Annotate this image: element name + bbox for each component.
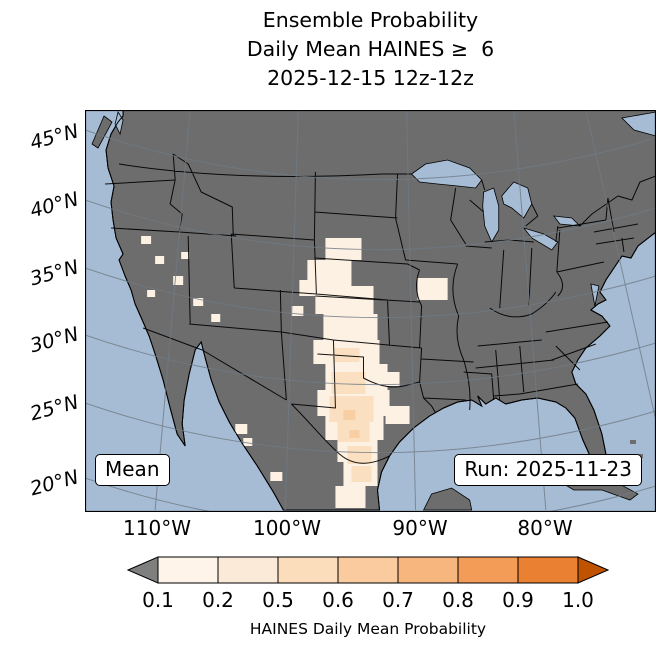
run-annotation-label: Run: 2025-11-23 (464, 457, 632, 481)
lon-tick-110w: 110°W (123, 516, 191, 540)
lat-tick-25n: 25°N (27, 390, 81, 426)
lake-erie (522, 227, 559, 251)
colorbar (127, 556, 609, 584)
map-axes: Mean Run: 2025-11-23 (85, 110, 656, 512)
lat-tick-35n: 35°N (27, 255, 81, 291)
colorbar-tick-0.9: 0.9 (502, 588, 534, 612)
run-annotation-box: Run: 2025-11-23 (454, 454, 642, 486)
great-lakes (114, 110, 656, 307)
colorbar-tick-0.8: 0.8 (442, 588, 474, 612)
map-canvas (85, 110, 656, 512)
state-borders (105, 153, 656, 464)
chesapeake-bay (590, 283, 600, 307)
probability-fill-high (343, 410, 360, 438)
colorbar-axis-label: HAINES Daily Mean Probability (249, 620, 487, 638)
colorbar-cell-4 (337, 556, 399, 584)
lat-tick-40n: 40°N (27, 187, 81, 223)
lake-superior (410, 159, 483, 189)
plot-title: Ensemble Probability Daily Mean HAINES ≥… (85, 6, 656, 93)
lat-tick-30n: 30°N (27, 322, 81, 358)
yucatan-peninsula (422, 487, 473, 511)
mean-annotation-label: Mean (105, 457, 160, 481)
colorbar-cell-5 (397, 556, 459, 584)
colorbar-under-arrow (127, 556, 159, 584)
title-line-2: Daily Mean HAINES ≥ 6 (246, 37, 495, 61)
colorbar-tick-0.7: 0.7 (382, 588, 414, 612)
lat-tick-20n: 20°N (27, 465, 81, 501)
mean-annotation-box: Mean (95, 454, 170, 486)
vancouver-island (91, 115, 113, 149)
title-line-1: Ensemble Probability (262, 8, 479, 32)
colorbar-tick-0.6: 0.6 (322, 588, 354, 612)
axes-frame (85, 110, 656, 512)
graticule-gridlines (85, 110, 656, 512)
lon-tick-80w: 80°W (517, 516, 573, 540)
lake-ontario (552, 215, 581, 227)
colorbar-over-arrow (577, 556, 609, 584)
lat-tick-45n: 45°N (27, 119, 81, 155)
lon-tick-100w: 100°W (253, 516, 321, 540)
colorbar-tick-0.2: 0.2 (202, 588, 234, 612)
colorbar-cell-3 (277, 556, 339, 584)
colorbar-cell-7 (517, 556, 579, 584)
lake-huron (501, 181, 533, 219)
colorbar-tick-0.5: 0.5 (262, 588, 294, 612)
colorbar-tick-0.1: 0.1 (142, 588, 174, 612)
gulf-of-st-lawrence (621, 111, 656, 137)
colorbar-tick-1.0: 1.0 (562, 588, 594, 612)
colorbar-cell-1 (157, 556, 219, 584)
lon-tick-90w: 90°W (392, 516, 448, 540)
lake-michigan (482, 187, 500, 243)
title-line-3: 2025-12-15 12z-12z (267, 66, 474, 90)
colorbar-cell-2 (217, 556, 279, 584)
colorbar-cell-6 (457, 556, 519, 584)
